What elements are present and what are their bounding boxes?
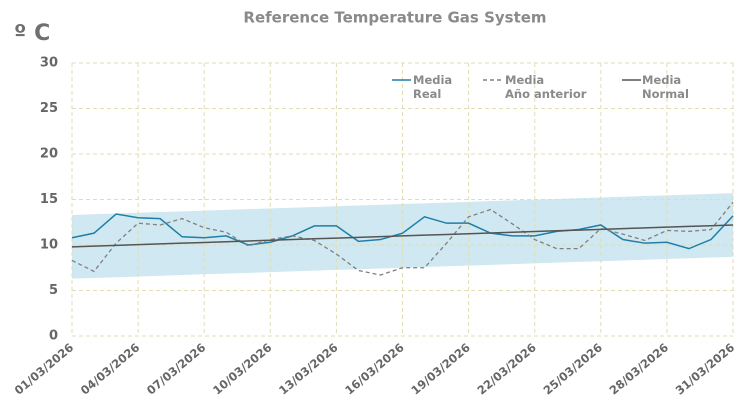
y-tick-label: 5: [49, 283, 58, 298]
x-tick-label: 01/03/2026: [12, 340, 76, 397]
x-tick-label: 25/03/2026: [541, 340, 605, 397]
x-tick-label: 19/03/2026: [408, 340, 472, 397]
y-tick-label: 30: [40, 56, 58, 71]
x-tick-label: 10/03/2026: [210, 340, 274, 397]
y-tick-label: 20: [40, 147, 58, 162]
x-tick-label: 07/03/2026: [144, 340, 208, 397]
y-tick-label: 0: [49, 329, 58, 344]
y-tick-label: 25: [40, 101, 58, 116]
legend-label: Media Real: [413, 73, 453, 101]
y-axis-label: º C: [14, 21, 50, 46]
x-tick-label: 16/03/2026: [342, 340, 406, 397]
legend-label: Media Normal: [642, 73, 689, 101]
series-line: [71, 213, 734, 250]
x-tick-label: 13/03/2026: [276, 340, 340, 397]
chart-title: Reference Temperature Gas System: [243, 9, 546, 27]
legend-label: Media Año anterior: [505, 73, 587, 101]
y-tick-label: 15: [40, 192, 58, 207]
x-tick-label: 22/03/2026: [474, 340, 538, 397]
series-line: [71, 201, 734, 276]
y-tick-label: 10: [40, 238, 58, 253]
x-tick-label: 28/03/2026: [607, 340, 671, 397]
x-tick-label: 04/03/2026: [78, 340, 142, 397]
x-tick-label: 31/03/2026: [673, 340, 735, 397]
series-line: [71, 224, 734, 248]
